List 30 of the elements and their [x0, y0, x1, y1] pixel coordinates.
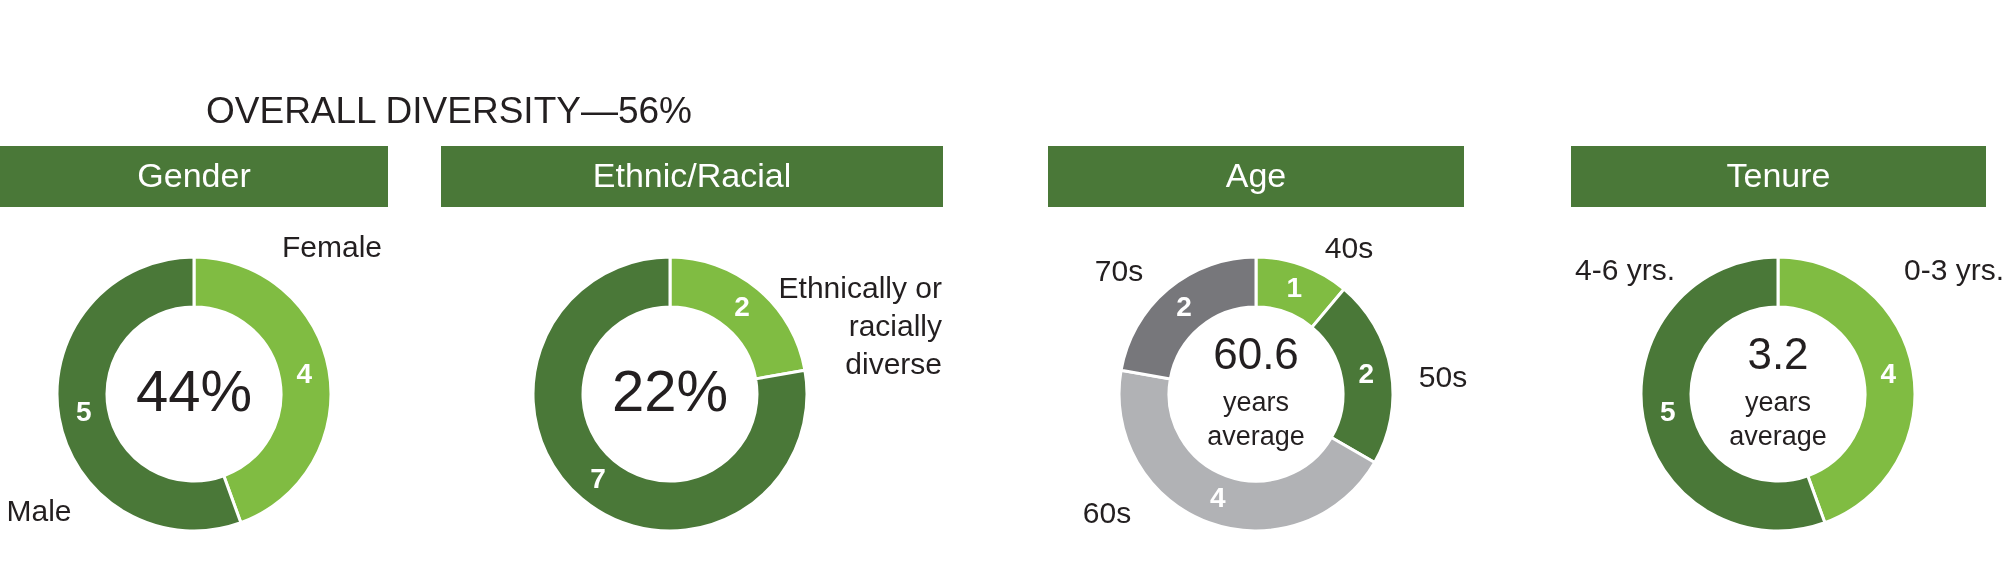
slice-label: 0-3 yrs.	[1903, 253, 2005, 286]
chart-title: Tenure	[1726, 155, 1831, 194]
slice-label: 60s	[1082, 496, 1132, 529]
data-label: 4	[1880, 357, 1897, 389]
slice-label: 40s	[1324, 231, 1374, 264]
data-label: 2	[734, 291, 750, 323]
text: 22%	[611, 358, 729, 423]
data-label: 2	[1176, 291, 1192, 323]
slice-label: Male	[6, 494, 72, 527]
text: 60.6	[1213, 329, 1299, 378]
slice-label: 4-6 yrs.	[1574, 253, 1676, 286]
text: 3.2	[1747, 329, 1809, 378]
text: OVERALL DIVERSITY—56%	[206, 90, 692, 131]
data-label: 5	[1659, 396, 1676, 428]
chart-title: Ethnic/Racial	[592, 155, 792, 194]
data-label: 4	[1209, 482, 1226, 514]
text: years average	[1207, 387, 1305, 451]
data-label: 4	[296, 357, 313, 389]
data-label: 7	[590, 462, 606, 494]
data-label: 5	[75, 396, 92, 428]
chart-title: Gender	[137, 155, 251, 194]
slice-label: 70s	[1094, 254, 1144, 287]
text: 44%	[135, 358, 253, 423]
chart-title: Age	[1225, 155, 1287, 194]
data-label: 2	[1358, 357, 1375, 389]
slice-label: Ethnically or racially diverse	[778, 271, 943, 380]
text: years average	[1729, 387, 1827, 451]
slice-label: Female	[281, 230, 383, 263]
slice-label: 50s	[1418, 360, 1468, 393]
data-label: 1	[1286, 271, 1303, 303]
